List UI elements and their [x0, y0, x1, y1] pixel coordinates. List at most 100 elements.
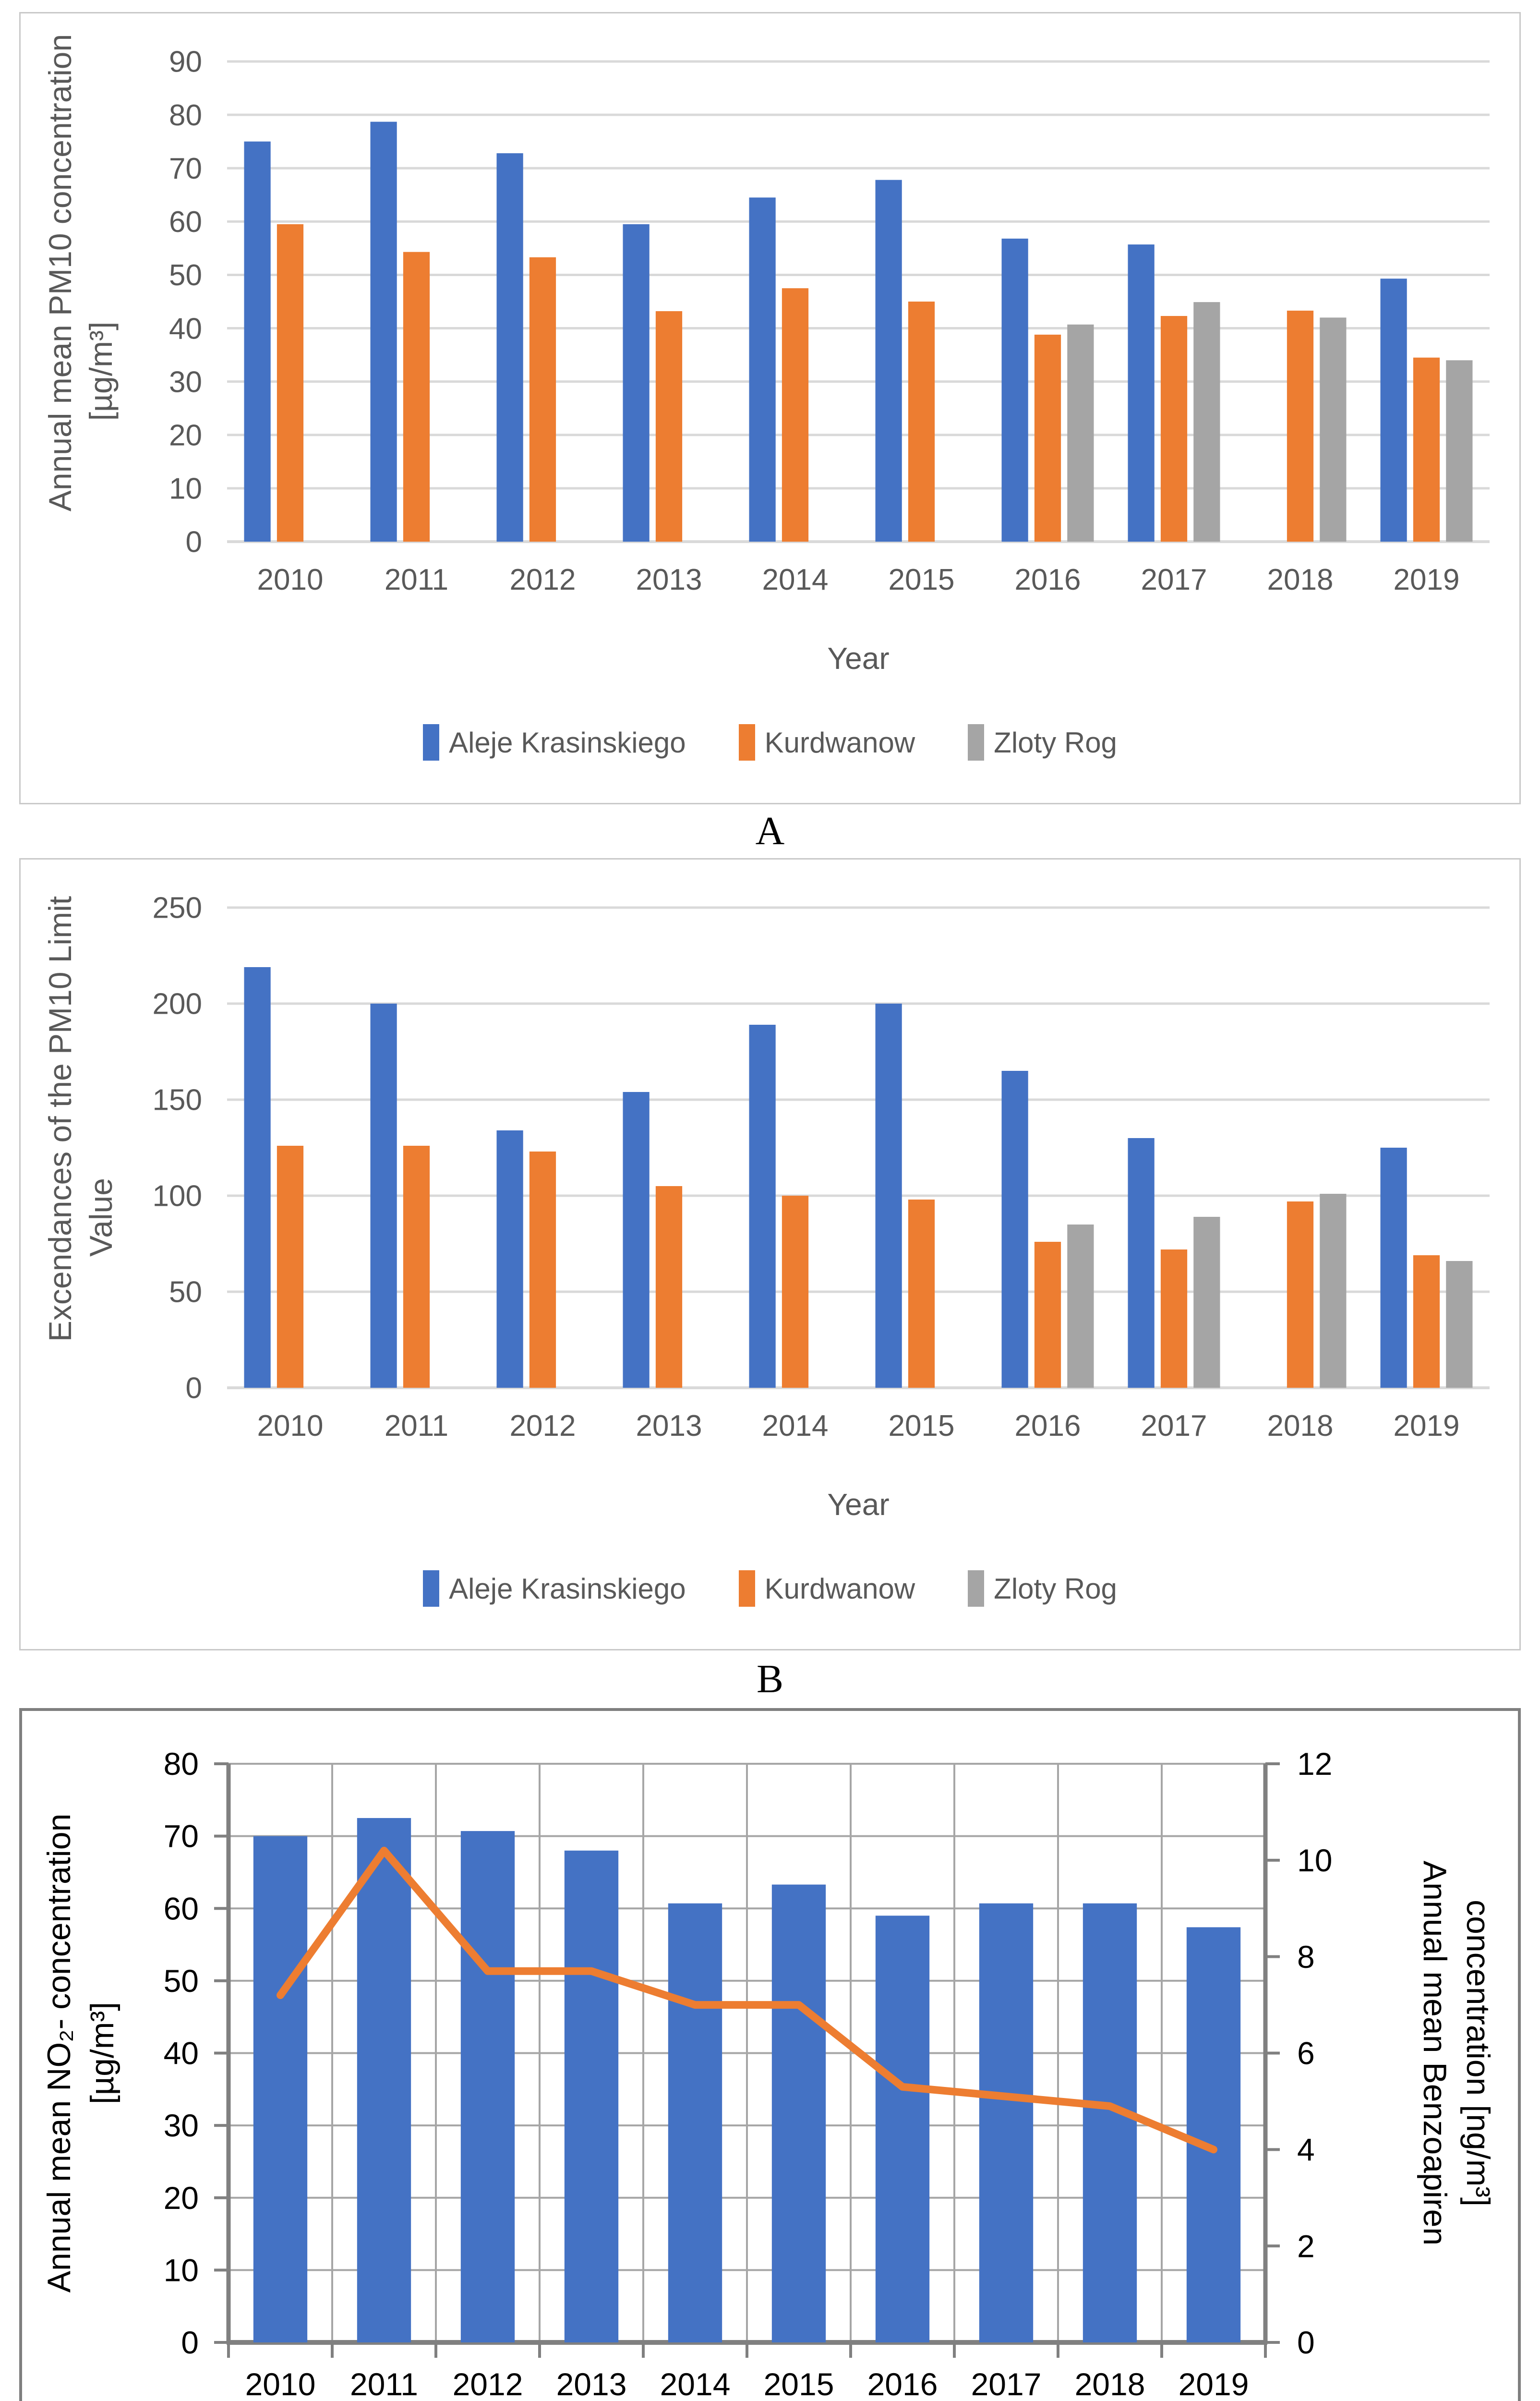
right-tick-label-6: 6	[1297, 2036, 1315, 2071]
bar-no2-2012	[460, 1831, 515, 2342]
x-tick-label-2012: 2012	[510, 1409, 576, 1443]
x-tick-label-2016: 2016	[867, 2366, 938, 2401]
x-tick-label-2015: 2015	[764, 2366, 834, 2401]
left-axis-title-line2: [µg/m³]	[84, 2002, 120, 2104]
bar-zloty-rog-2018	[1320, 317, 1347, 542]
x-tick-label-2014: 2014	[762, 1409, 829, 1443]
y-axis-title-line1: Annual mean PM10 concentration	[42, 34, 78, 511]
left-tick-label-0: 0	[181, 2325, 199, 2360]
bar-aleje-krasinskiego-2016	[1001, 1071, 1028, 1388]
y-tick-label-250: 250	[153, 892, 202, 925]
y-tick-label-80: 80	[169, 99, 202, 132]
y-tick-label-70: 70	[169, 152, 202, 185]
bar-kurdwanow-2011	[403, 252, 430, 542]
x-tick-label-2013: 2013	[636, 1409, 702, 1443]
bar-kurdwanow-2012	[529, 1152, 556, 1388]
bar-zloty-rog-2017	[1193, 1217, 1220, 1388]
x-tick-label-2014: 2014	[762, 563, 829, 596]
bar-kurdwanow-2013	[655, 1186, 683, 1388]
x-tick-label-2012: 2012	[510, 563, 576, 596]
y-axis-title-line2: [µg/m³]	[83, 322, 119, 421]
y-tick-label-100: 100	[153, 1180, 202, 1213]
bar-aleje-krasinskiego-2014	[749, 1025, 776, 1388]
chart-a-pm10-concentration: 0 10 20 30 40 50 60 70 80 90 2010 2011 2012 2013 2014 2…	[19, 12, 1521, 804]
x-tick-label-2013: 2013	[556, 2366, 627, 2401]
bar-no2-2017	[979, 1903, 1034, 2342]
bar-no2-2015	[771, 1884, 826, 2342]
chart-b-canvas: 0 50 100 150 200 250 2010 2011 2012 2013 2014 2015 2…	[42, 892, 1490, 1522]
y-axis-title-line2: Value	[83, 1178, 119, 1257]
legend-label: Zloty Rog	[994, 1572, 1117, 1605]
chart-b-pm10-exceedances: 0 50 100 150 200 250 2010 2011 2012 2013 2014 2015 2…	[19, 858, 1521, 1650]
legend-swatch-icon	[968, 724, 985, 761]
bar-kurdwanow-2017	[1160, 1249, 1188, 1388]
bar-kurdwanow-2017	[1160, 316, 1188, 542]
bar-zloty-rog-2016	[1067, 1225, 1094, 1388]
legend-item-zloty-rog: Zloty Rog	[968, 1570, 1117, 1607]
x-tick-label-2014: 2014	[660, 2366, 731, 2401]
bar-kurdwanow-2016	[1034, 1242, 1061, 1388]
bar-aleje-krasinskiego-2010	[244, 967, 271, 1388]
bar-zloty-rog-2019	[1446, 360, 1473, 542]
bar-kurdwanow-2018	[1287, 310, 1314, 542]
bar-no2-2018	[1083, 1903, 1137, 2342]
chart-c-no2-benzoapiren: 0 10 20 30 40 50 60 70 80 0 2 4 6 8 10 12 2010 2011 2012 20…	[19, 1708, 1521, 2401]
y-tick-label-10: 10	[169, 473, 202, 506]
y-tick-label-150: 150	[153, 1084, 202, 1117]
y-tick-label-40: 40	[169, 312, 202, 345]
legend-label: Kurdwanow	[764, 1572, 915, 1605]
chart-a-canvas: 0 10 20 30 40 50 60 70 80 90 2010 2011 2012 2013 2014 2…	[42, 34, 1490, 676]
y-tick-label-0: 0	[186, 526, 202, 559]
left-axis-title-line1: Annual mean NO₂- concentration	[41, 1814, 77, 2293]
x-tick-label-2015: 2015	[889, 563, 955, 596]
caption-b: B	[756, 1657, 784, 1701]
bar-zloty-rog-2016	[1067, 324, 1094, 542]
x-tick-label-2019: 2019	[1394, 563, 1460, 596]
bar-no2-2014	[668, 1903, 722, 2342]
left-tick-label-20: 20	[164, 2180, 199, 2216]
benzoapiren-line	[277, 1846, 1217, 2154]
x-tick-label-2018: 2018	[1075, 2366, 1145, 2401]
x-tick-label-2010: 2010	[257, 563, 324, 596]
legend-swatch-icon	[738, 1570, 755, 1607]
bar-aleje-krasinskiego-2010	[244, 141, 271, 542]
x-tick-label-2011: 2011	[385, 1409, 448, 1443]
right-axis-title-line1: Annual mean Benzoapiren	[1417, 1861, 1453, 2245]
bar-kurdwanow-2010	[277, 224, 304, 542]
legend-swatch-icon	[968, 1570, 985, 1607]
x-tick-label-2011: 2011	[350, 2366, 418, 2401]
bar-kurdwanow-2018	[1287, 1201, 1314, 1388]
legend-label: Aleje Krasinskiego	[449, 1572, 686, 1605]
bar-aleje-krasinskiego-2019	[1380, 279, 1407, 542]
bar-no2-2016	[875, 1916, 930, 2342]
chart-a-legend: Aleje Krasinskiego Kurdwanow Zloty Rog	[21, 724, 1519, 761]
bar-aleje-krasinskiego-2012	[496, 153, 523, 542]
x-tick-label-2011: 2011	[385, 563, 448, 596]
legend-swatch-icon	[423, 724, 440, 761]
legend-label: Zloty Rog	[994, 726, 1117, 759]
legend-item-aleje-krasinskiego: Aleje Krasinskiego	[423, 724, 686, 761]
bar-no2-2011	[357, 1818, 411, 2342]
bar-aleje-krasinskiego-2015	[875, 1004, 902, 1388]
x-tick-label-2019: 2019	[1394, 1409, 1460, 1443]
x-axis-title: Year	[827, 1487, 889, 1522]
left-tick-label-80: 80	[164, 1746, 199, 1782]
bar-aleje-krasinskiego-2013	[623, 1092, 650, 1388]
x-tick-label-2019: 2019	[1179, 2366, 1249, 2401]
y-tick-label-20: 20	[169, 419, 202, 452]
y-tick-label-30: 30	[169, 365, 202, 399]
legend-label: Aleje Krasinskiego	[449, 726, 686, 759]
bar-zloty-rog-2018	[1320, 1194, 1347, 1388]
right-tick-label-2: 2	[1297, 2228, 1315, 2264]
bar-aleje-krasinskiego-2019	[1380, 1148, 1407, 1388]
bar-aleje-krasinskiego-2016	[1001, 238, 1028, 542]
bar-aleje-krasinskiego-2017	[1128, 1138, 1155, 1388]
legend-item-kurdwanow: Kurdwanow	[738, 1570, 915, 1607]
x-tick-label-2016: 2016	[1015, 563, 1081, 596]
right-axis-title-line2: concentration [ng/m³]	[1460, 1900, 1496, 2207]
x-axis-title: Year	[827, 641, 889, 676]
caption-a: A	[755, 809, 785, 853]
x-tick-label-2017: 2017	[1141, 1409, 1207, 1443]
bar-kurdwanow-2013	[655, 311, 683, 542]
bar-kurdwanow-2014	[782, 1196, 809, 1388]
